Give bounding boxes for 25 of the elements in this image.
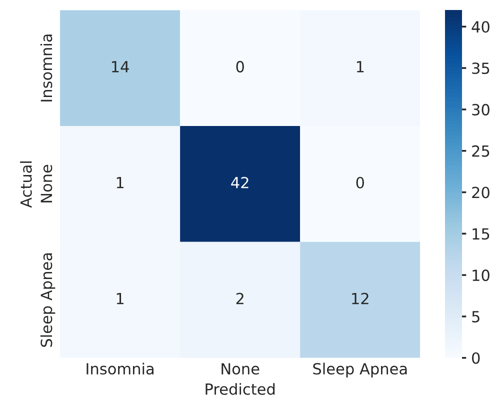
color-bar-label: 25: [472, 145, 490, 157]
data-label: 1: [116, 177, 124, 188]
color-bar-label: 15: [472, 228, 490, 240]
data-label: 1: [116, 292, 124, 304]
data-label: 1: [356, 61, 364, 72]
data-label: 0: [356, 176, 364, 188]
color-bar-label: 5: [472, 311, 480, 322]
x-tick-label: Sleep Apnea: [313, 362, 407, 378]
color-bar-label: 40: [472, 21, 490, 33]
x-tick-label: None: [222, 363, 260, 375]
data-label: 42: [231, 176, 248, 188]
y-tick-label: Insomnia: [40, 34, 52, 102]
data-label: 0: [236, 60, 244, 72]
data-label: 14: [112, 61, 129, 72]
color-bar-label: 35: [472, 62, 490, 74]
y-tick-label: None: [40, 164, 52, 202]
x-tick-label: Insomnia: [86, 362, 154, 375]
data-label: 2: [236, 292, 244, 304]
y-axis-title: Actual: [20, 161, 32, 208]
color-bar-label: 10: [472, 270, 490, 282]
color-bar-label: 30: [472, 104, 490, 116]
color-bar-label: 20: [472, 186, 490, 198]
x-axis-title: Predicted: [206, 383, 275, 395]
color-bar-label: 0: [472, 352, 480, 364]
data-label: 12: [352, 292, 368, 304]
